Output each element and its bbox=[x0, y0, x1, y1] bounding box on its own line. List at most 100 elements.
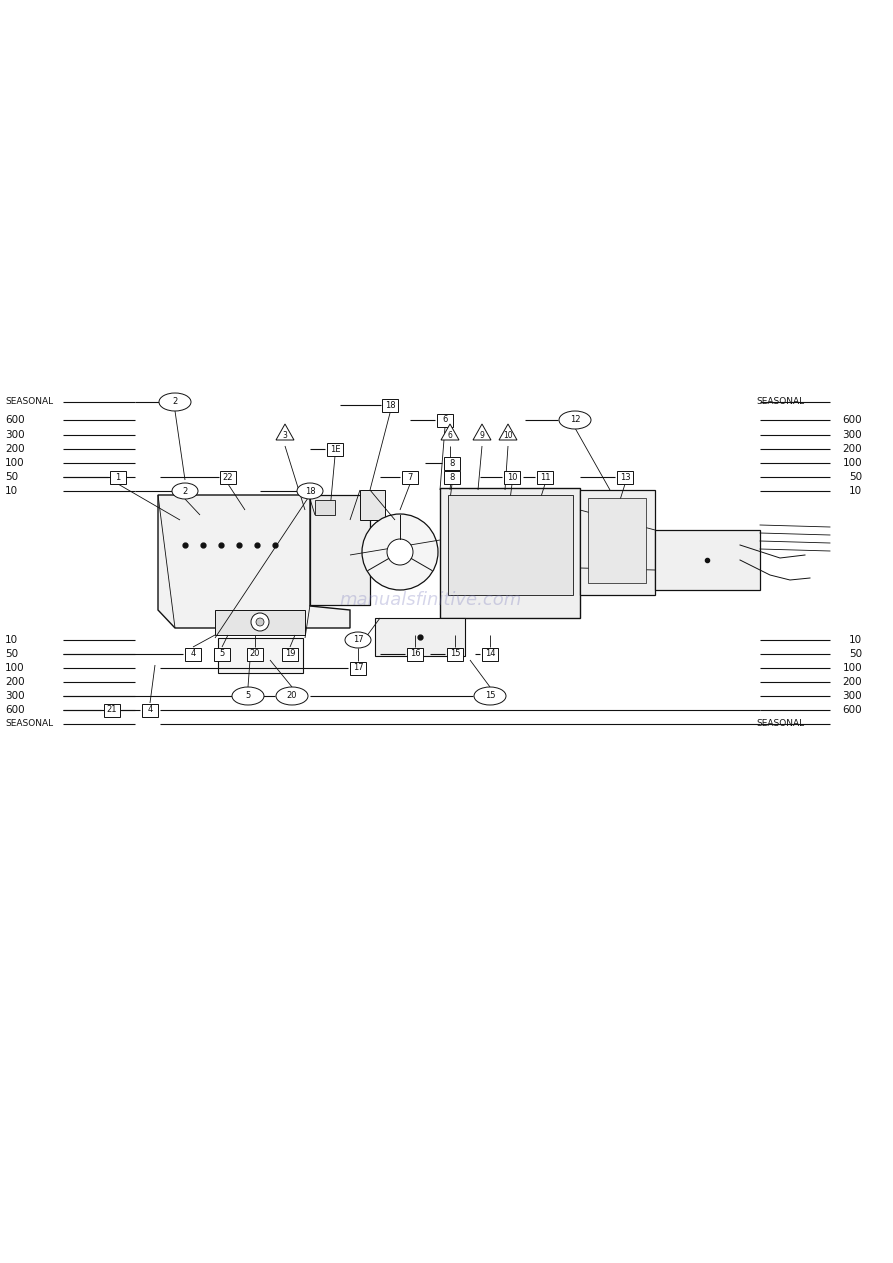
Text: 20: 20 bbox=[287, 692, 297, 701]
Text: 20: 20 bbox=[250, 649, 260, 658]
Ellipse shape bbox=[276, 687, 308, 705]
FancyBboxPatch shape bbox=[315, 500, 335, 515]
Ellipse shape bbox=[345, 632, 371, 648]
FancyBboxPatch shape bbox=[104, 703, 120, 716]
Text: 10: 10 bbox=[503, 432, 513, 441]
Text: 600: 600 bbox=[842, 705, 862, 715]
FancyBboxPatch shape bbox=[588, 498, 646, 584]
Text: 9: 9 bbox=[480, 432, 484, 441]
FancyBboxPatch shape bbox=[617, 471, 633, 484]
FancyBboxPatch shape bbox=[655, 530, 760, 590]
Text: 21: 21 bbox=[107, 706, 117, 715]
FancyBboxPatch shape bbox=[142, 703, 158, 716]
Text: SEASONAL: SEASONAL bbox=[756, 398, 804, 407]
Text: 2: 2 bbox=[182, 486, 188, 495]
Text: 100: 100 bbox=[842, 458, 862, 469]
Text: 300: 300 bbox=[842, 691, 862, 701]
Text: 10: 10 bbox=[5, 635, 18, 645]
Text: 200: 200 bbox=[842, 445, 862, 453]
Text: 8: 8 bbox=[449, 458, 455, 467]
FancyBboxPatch shape bbox=[444, 456, 460, 470]
Ellipse shape bbox=[559, 410, 591, 429]
FancyBboxPatch shape bbox=[482, 648, 498, 661]
Text: 1E: 1E bbox=[330, 445, 340, 453]
Text: SEASONAL: SEASONAL bbox=[756, 720, 804, 729]
Text: 5: 5 bbox=[220, 649, 225, 658]
Ellipse shape bbox=[172, 482, 198, 499]
Text: 19: 19 bbox=[285, 649, 296, 658]
FancyBboxPatch shape bbox=[360, 490, 385, 520]
Polygon shape bbox=[158, 495, 350, 628]
FancyBboxPatch shape bbox=[382, 399, 398, 412]
Text: SEASONAL: SEASONAL bbox=[5, 720, 53, 729]
FancyBboxPatch shape bbox=[402, 471, 418, 484]
Text: 15: 15 bbox=[450, 649, 460, 658]
Circle shape bbox=[387, 539, 413, 565]
Polygon shape bbox=[473, 424, 491, 440]
FancyBboxPatch shape bbox=[448, 495, 573, 595]
Text: 100: 100 bbox=[5, 663, 25, 673]
Text: 13: 13 bbox=[620, 472, 630, 481]
FancyBboxPatch shape bbox=[437, 413, 453, 427]
FancyBboxPatch shape bbox=[375, 618, 465, 655]
Text: 50: 50 bbox=[849, 649, 862, 659]
Text: 50: 50 bbox=[5, 649, 18, 659]
Text: 5: 5 bbox=[246, 692, 251, 701]
FancyBboxPatch shape bbox=[580, 490, 655, 595]
Circle shape bbox=[256, 618, 264, 626]
Text: 200: 200 bbox=[5, 445, 25, 453]
FancyBboxPatch shape bbox=[218, 638, 303, 673]
Text: 10: 10 bbox=[506, 472, 517, 481]
Text: 2: 2 bbox=[172, 398, 178, 407]
Ellipse shape bbox=[159, 393, 191, 410]
Text: 12: 12 bbox=[570, 416, 580, 424]
Text: 600: 600 bbox=[5, 705, 25, 715]
Text: 10: 10 bbox=[849, 486, 862, 496]
FancyBboxPatch shape bbox=[185, 648, 201, 661]
FancyBboxPatch shape bbox=[247, 648, 263, 661]
FancyBboxPatch shape bbox=[440, 488, 580, 618]
Ellipse shape bbox=[297, 482, 323, 499]
Text: 22: 22 bbox=[222, 472, 233, 481]
Text: 17: 17 bbox=[353, 663, 363, 672]
FancyBboxPatch shape bbox=[110, 471, 126, 484]
FancyBboxPatch shape bbox=[214, 648, 230, 661]
Text: 17: 17 bbox=[353, 635, 363, 644]
Text: 300: 300 bbox=[5, 429, 25, 440]
Text: 10: 10 bbox=[5, 486, 18, 496]
Text: 600: 600 bbox=[5, 416, 25, 426]
Text: 15: 15 bbox=[485, 692, 496, 701]
Text: 14: 14 bbox=[485, 649, 496, 658]
Text: 50: 50 bbox=[849, 472, 862, 482]
Text: 6: 6 bbox=[442, 416, 447, 424]
Text: 100: 100 bbox=[5, 458, 25, 469]
Circle shape bbox=[362, 514, 438, 590]
Text: 6: 6 bbox=[447, 432, 453, 441]
Text: 3: 3 bbox=[282, 432, 288, 441]
Text: 4: 4 bbox=[147, 706, 153, 715]
Ellipse shape bbox=[232, 687, 264, 705]
FancyBboxPatch shape bbox=[504, 471, 520, 484]
Text: 18: 18 bbox=[305, 486, 315, 495]
Text: 16: 16 bbox=[410, 649, 421, 658]
Text: 1: 1 bbox=[115, 472, 121, 481]
Text: 7: 7 bbox=[407, 472, 413, 481]
Text: 300: 300 bbox=[842, 429, 862, 440]
Text: 300: 300 bbox=[5, 691, 25, 701]
FancyBboxPatch shape bbox=[537, 471, 553, 484]
Text: 50: 50 bbox=[5, 472, 18, 482]
FancyBboxPatch shape bbox=[327, 442, 343, 456]
FancyBboxPatch shape bbox=[215, 610, 305, 635]
FancyBboxPatch shape bbox=[447, 648, 463, 661]
Polygon shape bbox=[276, 424, 294, 440]
FancyBboxPatch shape bbox=[282, 648, 298, 661]
FancyBboxPatch shape bbox=[310, 495, 370, 605]
Text: manualsfinitive.com: manualsfinitive.com bbox=[338, 591, 522, 609]
FancyBboxPatch shape bbox=[444, 471, 460, 484]
Text: 10: 10 bbox=[849, 635, 862, 645]
Text: 200: 200 bbox=[5, 677, 25, 687]
Ellipse shape bbox=[474, 687, 506, 705]
Text: 4: 4 bbox=[190, 649, 196, 658]
Text: 200: 200 bbox=[842, 677, 862, 687]
Text: SEASONAL: SEASONAL bbox=[5, 398, 53, 407]
